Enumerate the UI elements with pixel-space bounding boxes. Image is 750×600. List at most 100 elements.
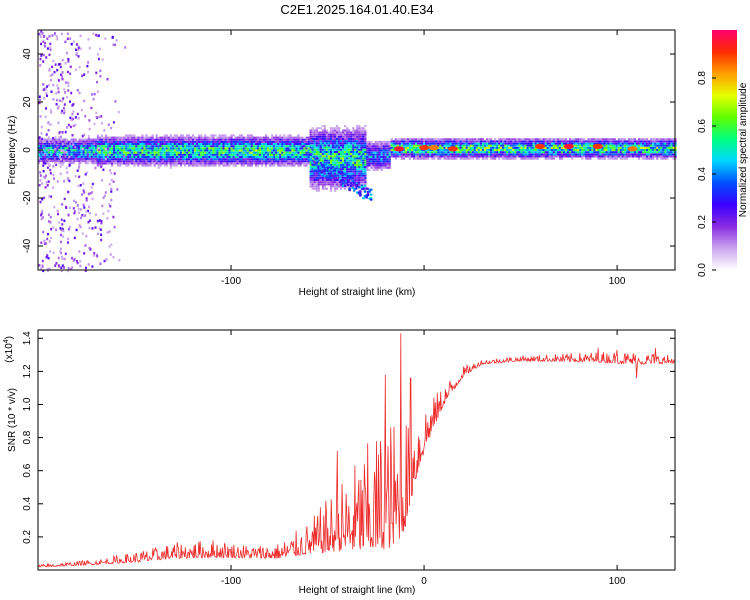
heatmap-cell xyxy=(179,156,183,158)
heatmap-cell xyxy=(473,149,476,151)
heatmap-cell xyxy=(473,142,476,145)
heatmap-cell xyxy=(297,140,300,143)
heatmap-cell xyxy=(183,136,187,139)
heatmap-cell xyxy=(269,156,272,158)
heatmap-cell xyxy=(463,151,466,154)
heatmap-cell xyxy=(289,134,292,137)
heatmap-cell xyxy=(125,140,128,143)
heatmap-cell xyxy=(611,142,614,145)
heatmap-cell xyxy=(317,168,320,171)
heatmap-cell xyxy=(131,158,134,161)
heatmap-hot-spot xyxy=(419,145,430,151)
heatmap-cell xyxy=(96,136,99,139)
heatmap-cell xyxy=(419,157,422,160)
heatmap-cell xyxy=(111,158,114,161)
heatmap-cell xyxy=(55,262,58,265)
heatmap-cell xyxy=(453,155,456,158)
heatmap-cell xyxy=(161,158,164,161)
heatmap-cell xyxy=(107,153,110,157)
heatmap-cell xyxy=(94,140,97,143)
heatmap-cell xyxy=(644,153,647,156)
heatmap-cell xyxy=(70,267,73,271)
heatmap-cell xyxy=(65,139,68,142)
heatmap-cell xyxy=(479,149,482,151)
heatmap-cell xyxy=(60,218,63,221)
heatmap-cell xyxy=(396,140,399,143)
heatmap-cell xyxy=(358,174,361,177)
heatmap-cell xyxy=(348,131,351,134)
heatmap-cell xyxy=(350,168,353,171)
heatmap-cell xyxy=(271,162,274,165)
heatmap-cell xyxy=(110,171,113,175)
heatmap-cell xyxy=(573,140,576,143)
heatmap-cell xyxy=(98,115,101,119)
heatmap-cell xyxy=(325,172,328,175)
heatmap-cell xyxy=(244,143,247,145)
heatmap-cell xyxy=(95,71,98,75)
heatmap-cell xyxy=(256,151,260,154)
heatmap-cell xyxy=(49,46,52,49)
heatmap-cell xyxy=(390,142,393,145)
heatmap-cell xyxy=(155,140,158,143)
heatmap-cell xyxy=(100,134,103,137)
heatmap-cell xyxy=(325,135,328,138)
heatmap-cell xyxy=(88,153,91,156)
heatmap-cell xyxy=(325,179,328,181)
heatmap-cell xyxy=(538,138,541,141)
heatmap-cell xyxy=(315,189,318,192)
heatmap-cell xyxy=(226,145,229,148)
heatmap-cell xyxy=(577,155,580,158)
heatmap-cell xyxy=(481,157,485,160)
heatmap-cell xyxy=(346,135,349,138)
heatmap-cell xyxy=(637,153,641,156)
heatmap-cell xyxy=(279,140,282,143)
heatmap-cell xyxy=(382,162,385,165)
heatmap-cell xyxy=(526,149,529,151)
heatmap-cell xyxy=(192,160,195,163)
heatmap-cell xyxy=(41,32,44,35)
heatmap-cell xyxy=(265,147,268,150)
heatmap-cell xyxy=(556,151,560,154)
heatmap-cell xyxy=(635,140,639,143)
heatmap-cell xyxy=(226,147,229,150)
heatmap-cell xyxy=(358,166,361,169)
heatmap-cell xyxy=(603,153,606,156)
heatmap-cell xyxy=(366,149,369,152)
heatmap-cell xyxy=(91,191,94,194)
heatmap-cell xyxy=(242,136,245,139)
heatmap-cell xyxy=(331,142,335,145)
heatmap-cell xyxy=(141,149,144,152)
heatmap-cell xyxy=(382,160,385,163)
heatmap-cell xyxy=(419,155,422,158)
heatmap-cell xyxy=(173,140,176,143)
heatmap-cell xyxy=(226,136,229,139)
heatmap-cell xyxy=(74,145,77,147)
heatmap-cell xyxy=(163,147,166,150)
heatmap-cell xyxy=(329,172,333,175)
heatmap-cell xyxy=(459,146,462,149)
heatmap-cell xyxy=(155,136,158,139)
heatmap-cell xyxy=(356,163,359,166)
heatmap-cell xyxy=(376,149,379,152)
heatmap-cell xyxy=(315,163,318,166)
heatmap-cell xyxy=(285,143,288,145)
heatmap-cell xyxy=(218,153,221,156)
heatmap-cell xyxy=(143,149,146,152)
heatmap-cell xyxy=(50,149,53,152)
heatmap-cell xyxy=(427,157,430,160)
heatmap-cell xyxy=(216,160,219,163)
heatmap-cell xyxy=(307,143,310,145)
heatmap-cell xyxy=(358,125,361,127)
heatmap-cell xyxy=(439,153,442,156)
heatmap-cell xyxy=(333,176,336,179)
heatmap-cell xyxy=(198,156,201,158)
heatmap-cell xyxy=(660,144,663,147)
heatmap-cell xyxy=(47,257,50,260)
heatmap-cell xyxy=(48,145,51,147)
heatmap-cell xyxy=(319,179,322,181)
heatmap-cell xyxy=(581,146,584,149)
heatmap-cell xyxy=(540,149,543,151)
heatmap-cell xyxy=(59,240,62,244)
heatmap-cell xyxy=(329,159,333,162)
heatmap-cell xyxy=(662,153,665,156)
